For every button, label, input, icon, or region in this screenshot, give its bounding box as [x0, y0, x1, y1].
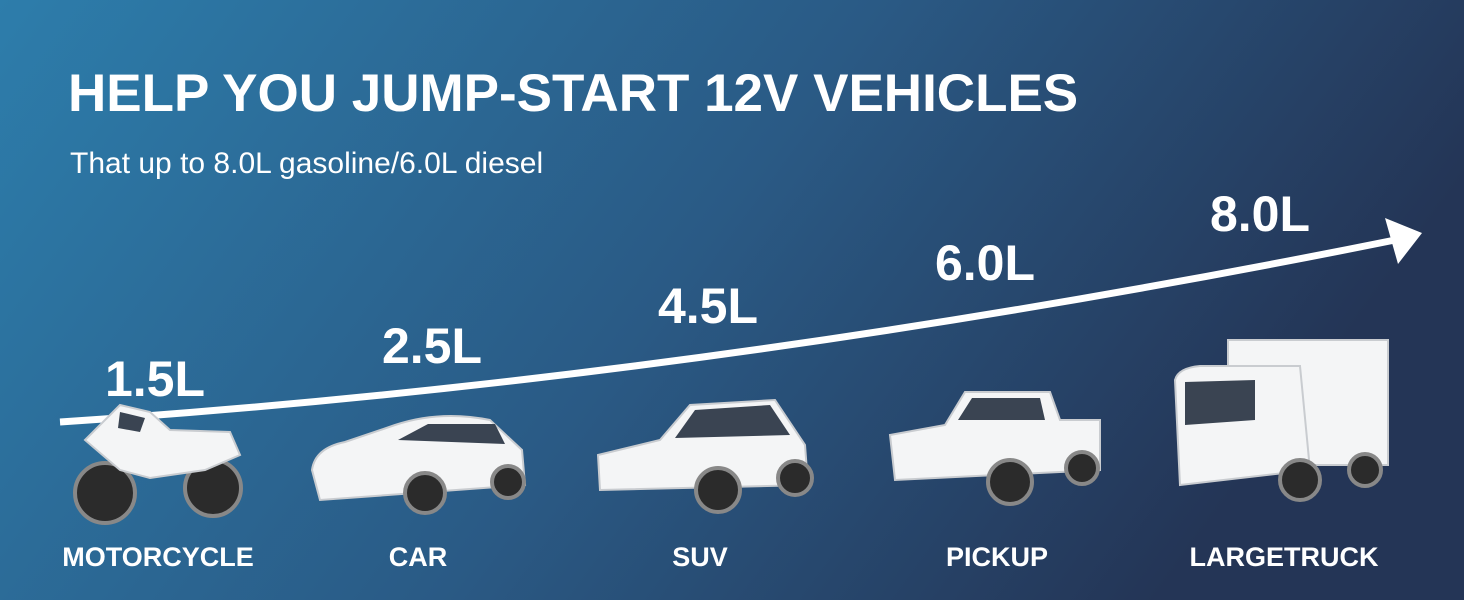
arrow-head — [1385, 218, 1422, 264]
car-image — [310, 415, 527, 515]
vehicle-label: PICKUP — [946, 542, 1048, 572]
vehicle-label: LARGETRUCK — [1190, 542, 1379, 572]
suv-image — [596, 398, 814, 514]
engine-size: 4.5L — [658, 278, 758, 334]
vehicle-label: CAR — [389, 542, 448, 572]
vehicle-label: MOTORCYCLE — [62, 542, 254, 572]
title: HELP YOU JUMP-START 12V VEHICLES — [68, 64, 1078, 123]
engine-size: 1.5L — [105, 351, 205, 407]
motorcycle-image — [73, 403, 243, 525]
engine-size: 8.0L — [1210, 186, 1310, 242]
engine-size: 2.5L — [382, 318, 482, 374]
vehicle-label: SUV — [672, 542, 728, 572]
pickup-image — [888, 391, 1101, 506]
truck-image — [1173, 339, 1389, 502]
subtitle: That up to 8.0L gasoline/6.0L diesel — [70, 147, 543, 180]
engine-size: 6.0L — [935, 235, 1035, 291]
growth-arrow — [59, 236, 1396, 426]
